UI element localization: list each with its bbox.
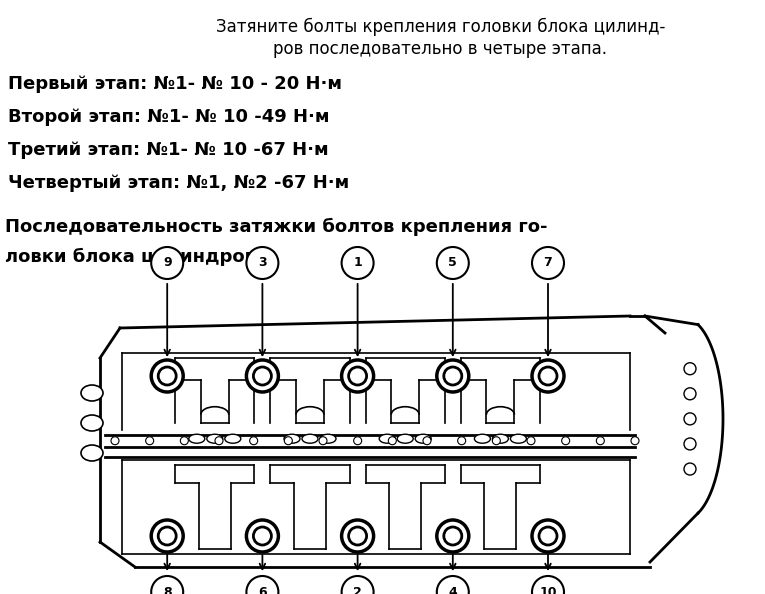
Ellipse shape	[379, 434, 396, 443]
Circle shape	[342, 576, 373, 594]
Circle shape	[215, 437, 223, 445]
Circle shape	[684, 463, 696, 475]
Text: 2: 2	[353, 586, 362, 594]
Circle shape	[342, 247, 373, 279]
Ellipse shape	[81, 385, 103, 401]
Text: Первый этап: №1- № 10 - 20 Н·м: Первый этап: №1- № 10 - 20 Н·м	[8, 75, 342, 93]
Ellipse shape	[189, 434, 205, 443]
Text: ловки блока цилиндров: ловки блока цилиндров	[5, 248, 256, 266]
Circle shape	[319, 437, 327, 445]
Circle shape	[684, 413, 696, 425]
Circle shape	[111, 437, 119, 445]
Circle shape	[246, 576, 278, 594]
Text: 5: 5	[448, 257, 457, 270]
Circle shape	[246, 520, 278, 552]
Circle shape	[145, 437, 154, 445]
Circle shape	[539, 367, 557, 385]
Text: 3: 3	[258, 257, 267, 270]
Circle shape	[342, 360, 373, 392]
Circle shape	[437, 247, 469, 279]
Circle shape	[353, 437, 362, 445]
Circle shape	[151, 360, 183, 392]
Text: 1: 1	[353, 257, 362, 270]
Text: 6: 6	[258, 586, 267, 594]
Circle shape	[246, 360, 278, 392]
Circle shape	[151, 520, 183, 552]
Circle shape	[532, 576, 564, 594]
Circle shape	[684, 388, 696, 400]
Ellipse shape	[225, 434, 241, 443]
Text: 7: 7	[544, 257, 552, 270]
Ellipse shape	[302, 434, 318, 443]
Circle shape	[349, 367, 366, 385]
Circle shape	[437, 520, 469, 552]
Text: 4: 4	[448, 586, 457, 594]
Ellipse shape	[284, 434, 300, 443]
Text: 9: 9	[163, 257, 171, 270]
Circle shape	[444, 527, 462, 545]
Circle shape	[342, 520, 373, 552]
Circle shape	[246, 247, 278, 279]
Circle shape	[493, 437, 500, 445]
Ellipse shape	[207, 434, 223, 443]
Circle shape	[631, 437, 639, 445]
Circle shape	[285, 437, 292, 445]
Ellipse shape	[415, 434, 431, 443]
Text: Затяните болты крепления головки блока цилинд-: Затяните болты крепления головки блока ц…	[195, 18, 666, 36]
Circle shape	[349, 527, 366, 545]
Circle shape	[249, 437, 258, 445]
Circle shape	[527, 437, 535, 445]
Circle shape	[253, 367, 272, 385]
Ellipse shape	[81, 415, 103, 431]
Ellipse shape	[81, 445, 103, 461]
Text: 8: 8	[163, 586, 171, 594]
Circle shape	[532, 360, 564, 392]
Circle shape	[437, 360, 469, 392]
Text: Третий этап: №1- № 10 -67 Н·м: Третий этап: №1- № 10 -67 Н·м	[8, 141, 329, 159]
Ellipse shape	[320, 434, 336, 443]
Circle shape	[151, 247, 183, 279]
Circle shape	[532, 520, 564, 552]
Circle shape	[181, 437, 188, 445]
Text: 10: 10	[539, 586, 557, 594]
Circle shape	[562, 437, 570, 445]
Text: Второй этап: №1- № 10 -49 Н·м: Второй этап: №1- № 10 -49 Н·м	[8, 108, 330, 126]
Ellipse shape	[397, 434, 413, 443]
Circle shape	[444, 367, 462, 385]
Text: Четвертый этап: №1, №2 -67 Н·м: Четвертый этап: №1, №2 -67 Н·м	[8, 174, 350, 192]
Circle shape	[151, 576, 183, 594]
Circle shape	[597, 437, 604, 445]
Circle shape	[389, 437, 396, 445]
Circle shape	[532, 247, 564, 279]
Circle shape	[684, 438, 696, 450]
Ellipse shape	[510, 434, 526, 443]
Ellipse shape	[493, 434, 509, 443]
Circle shape	[423, 437, 431, 445]
Text: ров последовательно в четыре этапа.: ров последовательно в четыре этапа.	[252, 40, 607, 58]
Circle shape	[158, 367, 176, 385]
Circle shape	[539, 527, 557, 545]
Circle shape	[158, 527, 176, 545]
Circle shape	[253, 527, 272, 545]
Circle shape	[437, 576, 469, 594]
Text: Последовательность затяжки болтов крепления го-: Последовательность затяжки болтов крепле…	[5, 218, 548, 236]
Circle shape	[457, 437, 466, 445]
Circle shape	[684, 363, 696, 375]
Ellipse shape	[474, 434, 490, 443]
